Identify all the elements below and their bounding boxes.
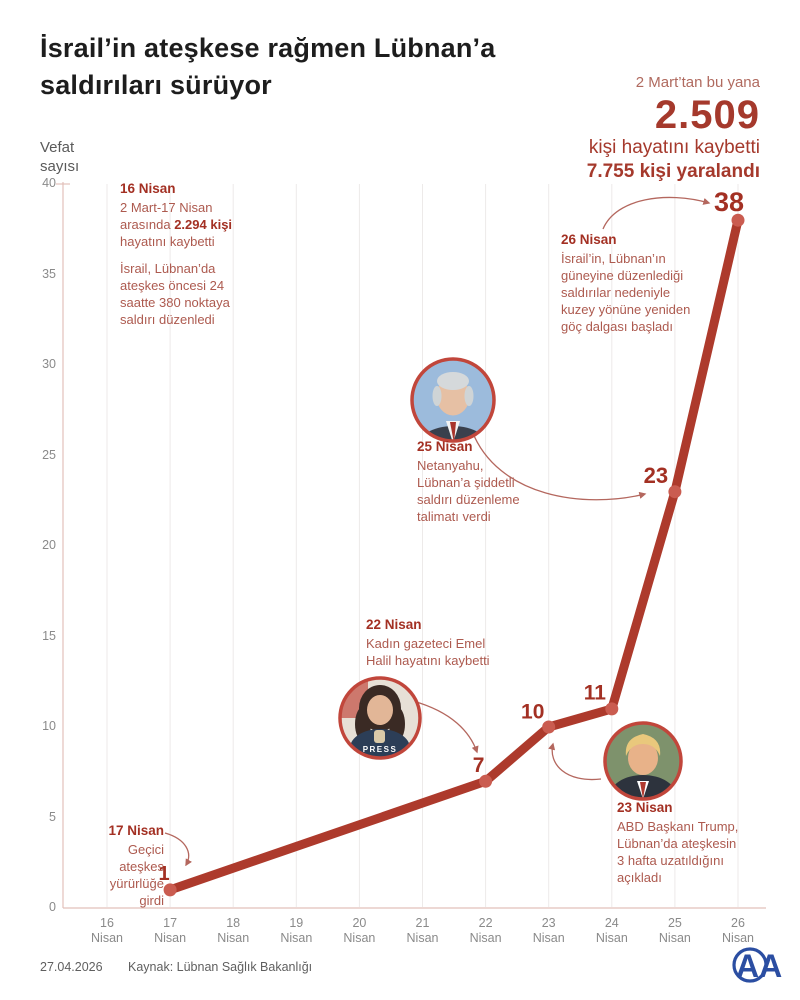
annotation-apr16-body1-post: hayatını kaybetti xyxy=(120,234,215,249)
source-credit: Kaynak: Lübnan Sağlık Bakanlığı xyxy=(128,960,313,974)
data-value-label: 1 xyxy=(159,863,170,885)
y-tick-label: 20 xyxy=(42,538,56,552)
summary-death-count: 2.509 xyxy=(654,93,760,137)
y-axis-title: Vefat sayısı xyxy=(40,138,79,176)
page-title: İsrail’in ateşkese rağmen Lübnan’a saldı… xyxy=(40,30,495,104)
summary-injured-count: 7.755 kişi yaralandı xyxy=(586,161,760,182)
x-tick-label: 19 Nisan xyxy=(280,916,313,945)
summary-since: 2 Mart’tan bu yana xyxy=(635,74,760,91)
annotation-apr17: 17 Nisan Geçici ateşkes yürürlüğe girdi xyxy=(98,822,164,919)
annotation-apr25: 25 Nisan Netanyahu, Lübnan’a şiddetli sa… xyxy=(417,438,529,535)
x-tick-label: 20 Nisan xyxy=(343,916,376,945)
arrow-apr22 xyxy=(412,700,479,754)
data-point xyxy=(731,213,745,227)
x-tick-label: 17 Nisan xyxy=(154,916,187,945)
y-tick-label: 0 xyxy=(49,900,56,914)
annotation-apr23: 23 Nisan ABD Başkanı Trump, Lübnan’da at… xyxy=(617,799,743,896)
y-tick-label: 15 xyxy=(42,628,56,643)
annotation-apr16: 16 Nisan 2 Mart-17 Nisan arasında 2.294 … xyxy=(120,180,234,338)
data-point xyxy=(479,774,493,788)
arrow-apr17 xyxy=(164,832,192,867)
annotation-apr16-body2: İsrail, Lübnan’da ateşkes öncesi 24 saat… xyxy=(120,261,230,327)
y-tick-label: 30 xyxy=(42,357,56,371)
annotation-arrows xyxy=(164,196,711,867)
data-value-label: 11 xyxy=(584,681,607,704)
publish-date: 27.04.2026 xyxy=(40,960,103,974)
data-point xyxy=(605,702,619,716)
x-tick-label: 25 Nisan xyxy=(658,916,691,945)
data-point xyxy=(668,485,682,499)
gridlines xyxy=(106,184,739,907)
arrow-apr25 xyxy=(471,430,647,501)
x-tick-label: 21 Nisan xyxy=(406,916,439,945)
data-value-label: 10 xyxy=(521,701,544,724)
annotation-apr17-date: 17 Nisan xyxy=(108,823,164,838)
aa-logo-text: AA xyxy=(736,948,782,984)
value-labels: 1 7 10 11 23 38 xyxy=(159,187,744,885)
data-point xyxy=(163,883,177,897)
y-tick-label: 5 xyxy=(49,809,56,824)
data-value-label: 7 xyxy=(473,754,485,777)
annotation-apr26-date: 26 Nisan xyxy=(561,232,617,247)
aa-agency-logo: AA xyxy=(732,947,782,984)
annotation-apr23-date: 23 Nisan xyxy=(617,800,673,815)
y-axis-title-line1: Vefat xyxy=(40,139,75,156)
annotation-apr26: 26 Nisan İsrail’in, Lübnan’ın güneyine d… xyxy=(561,231,693,345)
summary-death-label: kişi hayatını kaybetti xyxy=(588,137,760,158)
x-tick-label: 16 Nisan xyxy=(91,916,123,945)
annotation-apr25-date: 25 Nisan xyxy=(417,439,473,454)
y-tick-label: 10 xyxy=(42,719,56,733)
y-tick-label: 25 xyxy=(42,447,56,462)
annotation-apr26-body: İsrail’in, Lübnan’ın güneyine düzenlediğ… xyxy=(561,251,691,334)
annotation-apr25-body: Netanyahu, Lübnan’a şiddetli saldırı düz… xyxy=(417,458,520,524)
x-tick-label: 24 Nisan xyxy=(595,916,628,945)
axes xyxy=(56,182,766,909)
annotation-apr16-date: 16 Nisan xyxy=(120,181,176,196)
annotation-apr22-date: 22 Nisan xyxy=(366,617,422,632)
annotation-apr22-body: Kadın gazeteci Emel Halil hayatını kaybe… xyxy=(366,636,490,668)
annotation-apr22: 22 Nisan Kadın gazeteci Emel Halil hayat… xyxy=(366,616,492,679)
y-tick-label: 35 xyxy=(42,266,56,281)
annotation-apr23-body: ABD Başkanı Trump, Lübnan’da ateşkesin 3… xyxy=(617,819,739,885)
press-vest-label: PRESS xyxy=(363,745,398,754)
y-axis-title-line2: sayısı xyxy=(40,158,80,175)
x-tick-label: 26 Nisan xyxy=(722,916,754,945)
netanyahu-photo xyxy=(410,357,496,443)
data-value-label: 38 xyxy=(714,187,744,217)
trump-photo xyxy=(603,721,683,801)
data-series xyxy=(163,213,745,897)
title-line2: saldırıları sürüyor xyxy=(40,70,272,100)
arrow-apr26 xyxy=(602,196,711,230)
annotation-apr16-body1-pre: 2 Mart-17 Nisan arasında xyxy=(120,200,213,232)
annotation-apr17-body: Geçici ateşkes yürürlüğe girdi xyxy=(109,842,164,908)
data-value-label: 23 xyxy=(644,463,668,488)
title-line1: İsrail’in ateşkese rağmen Lübnan’a xyxy=(40,33,496,63)
x-tick-label: 22 Nisan xyxy=(469,916,502,945)
x-tick-label: 23 Nisan xyxy=(532,916,565,945)
y-tick-label: 40 xyxy=(42,176,56,190)
journalist-photo: PRESS xyxy=(338,676,422,760)
annotation-apr16-body1: 2 Mart-17 Nisan arasında 2.294 kişi haya… xyxy=(120,199,234,250)
trend-line xyxy=(165,215,743,895)
x-tick-label: 18 Nisan xyxy=(217,916,250,945)
annotation-apr16-body1-bold: 2.294 kişi xyxy=(174,217,233,232)
data-point xyxy=(542,720,556,734)
arrow-apr23 xyxy=(548,742,602,781)
summary-stats: 2 Mart’tan bu yana 2.509 kişi hayatını k… xyxy=(587,74,760,184)
